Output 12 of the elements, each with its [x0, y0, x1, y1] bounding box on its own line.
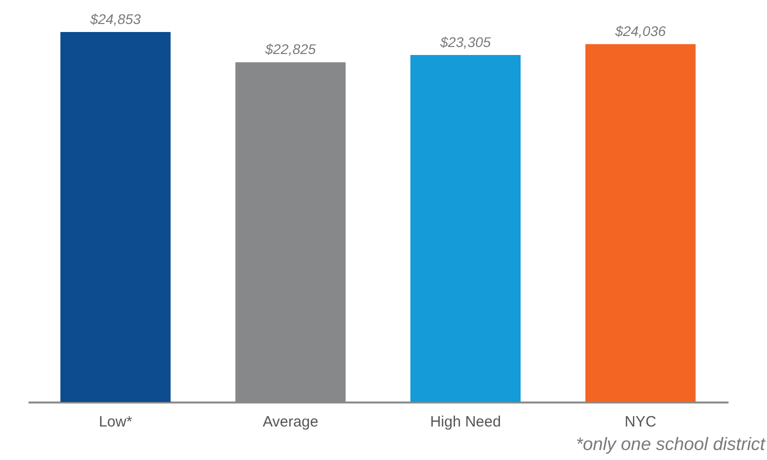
x-tick-label: NYC [624, 414, 656, 430]
bar [585, 44, 696, 402]
bar [60, 32, 171, 402]
x-tick-label: Low* [98, 414, 132, 430]
bar [410, 55, 521, 402]
text: *only one school district [576, 434, 766, 454]
data-label: $23,305 [439, 34, 492, 50]
data-label: $24,036 [614, 23, 666, 40]
x-tick-label: High Need [430, 414, 501, 430]
data-label: $22,825 [264, 41, 316, 58]
data-label: $24,853 [89, 11, 142, 27]
x-tick-label: Average [262, 414, 318, 430]
